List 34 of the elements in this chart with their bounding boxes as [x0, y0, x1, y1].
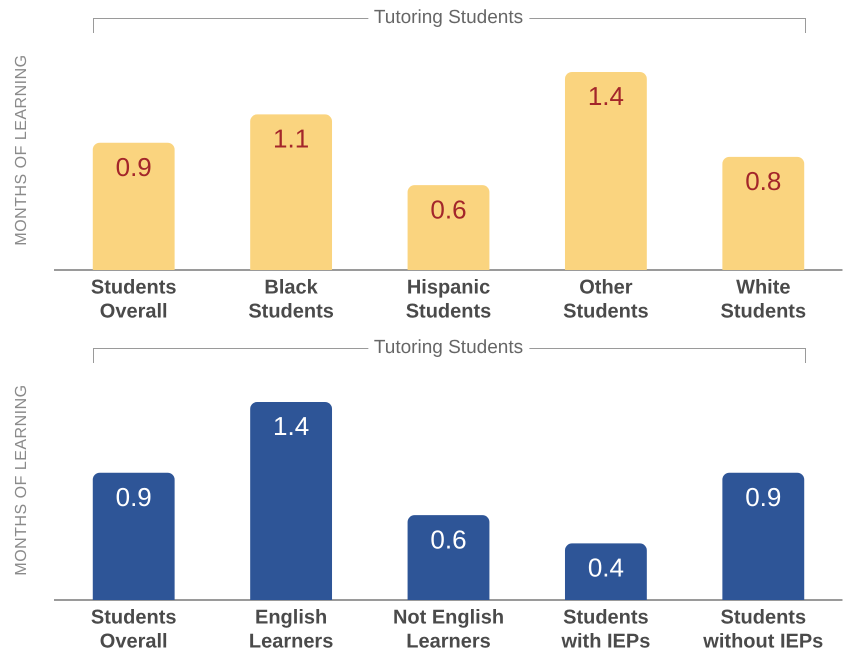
text: Tutoring Students — [368, 7, 530, 29]
bar — [408, 515, 490, 600]
data-label: 0.9 — [116, 152, 152, 182]
bar — [92, 472, 175, 600]
data-label: 1.1 — [273, 124, 310, 154]
x-tick-label: Students Overall — [90, 606, 176, 653]
data-label: 0.4 — [588, 552, 624, 583]
x-tick-label: Students without IEPs — [702, 606, 824, 653]
data-label: 0.9 — [745, 482, 782, 512]
y-axis-title: MONTHS OF LEARNING — [13, 384, 31, 576]
data-label: 0.6 — [430, 524, 467, 554]
bar — [564, 72, 647, 270]
bar — [722, 156, 804, 270]
x-tick-label: Students with IEPs — [560, 606, 650, 653]
x-tick-label: Students Overall — [90, 276, 176, 323]
text: Tutoring Students — [368, 337, 530, 359]
x-tick-label: Other Students — [563, 276, 649, 323]
data-label: 1.4 — [273, 411, 310, 442]
data-label: 0.9 — [116, 482, 152, 512]
x-tick-label: Black Students — [248, 276, 334, 323]
bar — [250, 402, 332, 600]
x-tick-label: White Students — [720, 276, 806, 323]
bar — [722, 472, 804, 600]
data-label: 0.8 — [745, 166, 782, 196]
bar — [250, 114, 332, 270]
y-axis-title: MONTHS OF LEARNING — [13, 54, 31, 246]
bar — [408, 185, 490, 270]
data-label: 0.6 — [430, 194, 467, 224]
x-tick-label: Not English Learners — [392, 606, 504, 653]
data-label: 1.4 — [588, 81, 624, 112]
bar — [92, 142, 175, 270]
x-tick-label: Hispanic Students — [406, 276, 492, 323]
x-tick-label: English Learners — [248, 606, 334, 653]
bar — [564, 543, 647, 600]
